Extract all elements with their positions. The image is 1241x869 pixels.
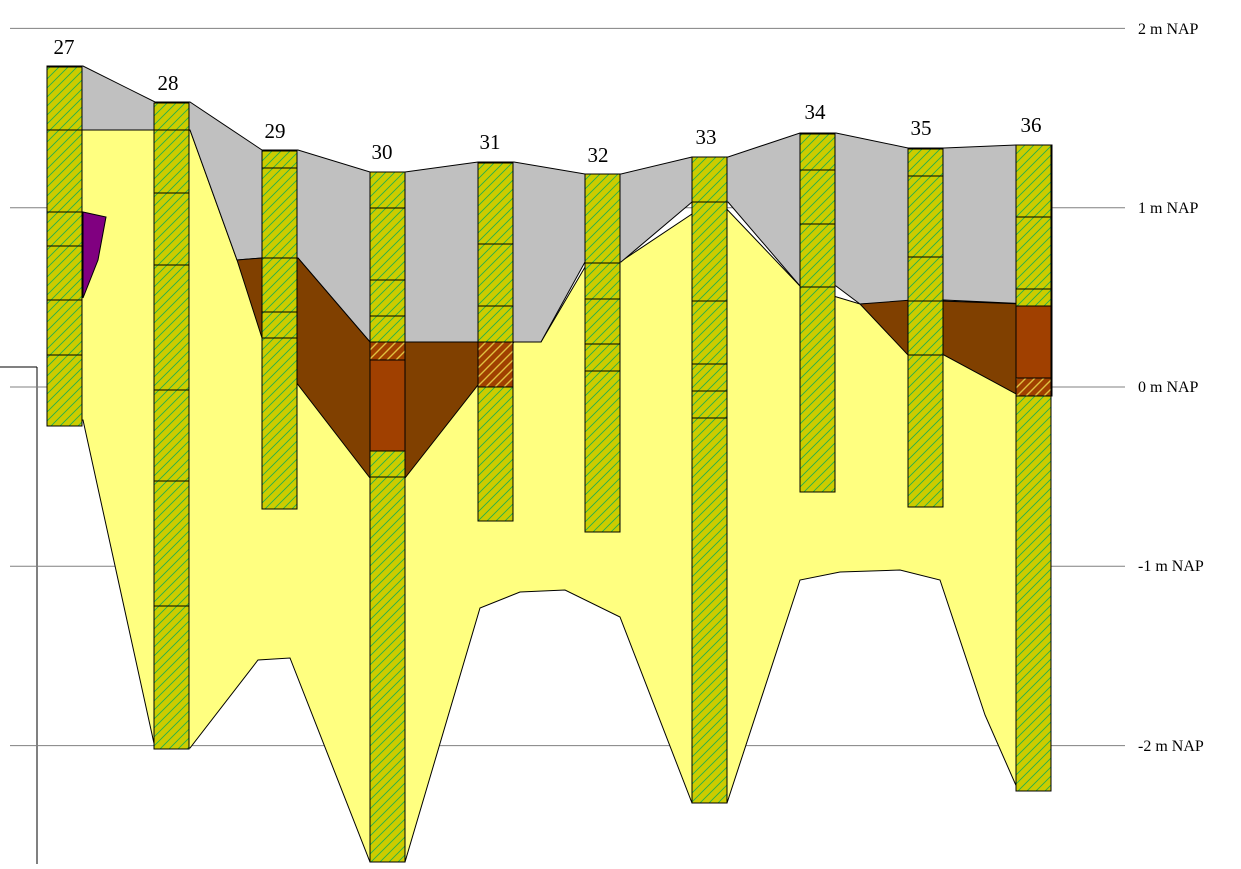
nap-label-minus-1: -1 m NAP [1138, 558, 1204, 575]
borehole-28-column [153, 102, 190, 750]
organic-lens [82, 211, 107, 299]
nap-label-0: 0 m NAP [1138, 379, 1199, 396]
borehole-31-column [477, 162, 514, 522]
borehole-label-32: 32 [588, 143, 609, 167]
borehole-30-column [369, 171, 406, 863]
borehole-35-column [907, 148, 944, 508]
nap-label-2: 2 m NAP [1138, 21, 1199, 38]
borehole-label-33: 33 [696, 125, 717, 149]
nap-level-labels: 2 m NAP 1 m NAP 0 m NAP -1 m NAP -2 m NA… [1138, 21, 1204, 755]
borehole-33-column [691, 156, 728, 804]
borehole-32-column [584, 173, 621, 533]
borehole-29-column [261, 150, 298, 510]
borehole-columns [46, 66, 1052, 863]
borehole-label-27: 27 [54, 35, 75, 59]
borehole-34-column [799, 133, 836, 493]
borehole-label-28: 28 [158, 71, 179, 95]
borehole-36-column [1015, 144, 1052, 792]
borehole-label-36: 36 [1021, 113, 1042, 137]
borehole-label-35: 35 [911, 116, 932, 140]
borehole-label-29: 29 [265, 119, 286, 143]
nap-label-minus-2: -2 m NAP [1138, 738, 1204, 755]
borehole-labels: 27 28 29 30 31 32 33 34 35 36 [54, 35, 1042, 167]
borehole-27-column [46, 66, 83, 427]
nap-label-1: 1 m NAP [1138, 200, 1199, 217]
borehole-label-30: 30 [372, 140, 393, 164]
borehole-label-34: 34 [805, 100, 827, 124]
borehole-label-31: 31 [480, 130, 501, 154]
